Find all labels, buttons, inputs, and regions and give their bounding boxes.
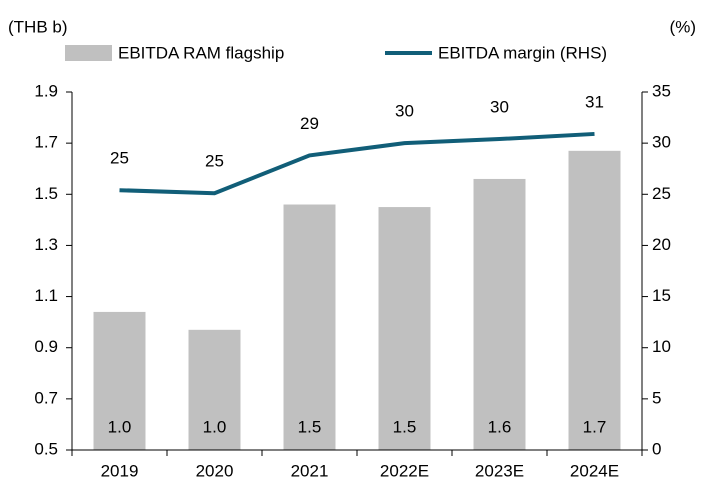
bar-value-label: 1.5 [393,417,417,436]
line-value-label: 25 [205,152,224,171]
line-value-label: 25 [110,149,129,168]
line [119,131,595,196]
legend-label: EBITDA RAM flagship [118,43,284,62]
y-tick-label: 1.5 [34,184,58,203]
bar-value-label: 1.0 [203,417,227,436]
x-tick-label: 2021 [291,461,329,480]
y-tick-label: 0.9 [34,337,58,356]
y2-tick-label: 20 [652,235,671,254]
x-tick-label: 2019 [101,461,139,480]
bar-value-label: 1.0 [108,417,132,436]
y-tick-label: 0.5 [34,439,58,458]
legend-swatch [65,45,112,61]
y2-tick-label: 5 [652,388,661,407]
y2-tick-label: 30 [652,133,671,152]
x-tick-label: 2024E [570,461,619,480]
bar-value-label: 1.7 [583,417,607,436]
y-tick-label: 1.7 [34,133,58,152]
legend-label: EBITDA margin (RHS) [438,43,607,62]
bar [473,178,526,450]
y2-tick-label: 35 [652,81,671,100]
x-tick-label: 2022E [380,461,429,480]
y2-tick-label: 0 [652,439,661,458]
y2-tick-label: 10 [652,337,671,356]
y2-axis-label: (%) [670,17,696,36]
bar [378,207,431,450]
y-tick-label: 1.3 [34,235,58,254]
bar-value-label: 1.6 [488,417,512,436]
y-tick-label: 1.1 [34,286,58,305]
bar-value-label: 1.5 [298,417,322,436]
line-value-label: 29 [300,114,319,133]
y-axis-label: (THB b) [8,17,68,36]
line-value-label: 30 [395,102,414,121]
line-value-label: 31 [585,92,604,111]
bar [568,150,621,451]
y2-tick-label: 15 [652,286,671,305]
x-tick-label: 2020 [196,461,234,480]
y2-tick-label: 25 [652,184,671,203]
bar [188,329,241,450]
x-tick-label: 2023E [475,461,524,480]
bar [283,204,336,450]
y-tick-label: 1.9 [34,81,58,100]
line-value-label: 30 [490,98,509,117]
y-tick-label: 0.7 [34,388,58,407]
bar [93,311,146,450]
